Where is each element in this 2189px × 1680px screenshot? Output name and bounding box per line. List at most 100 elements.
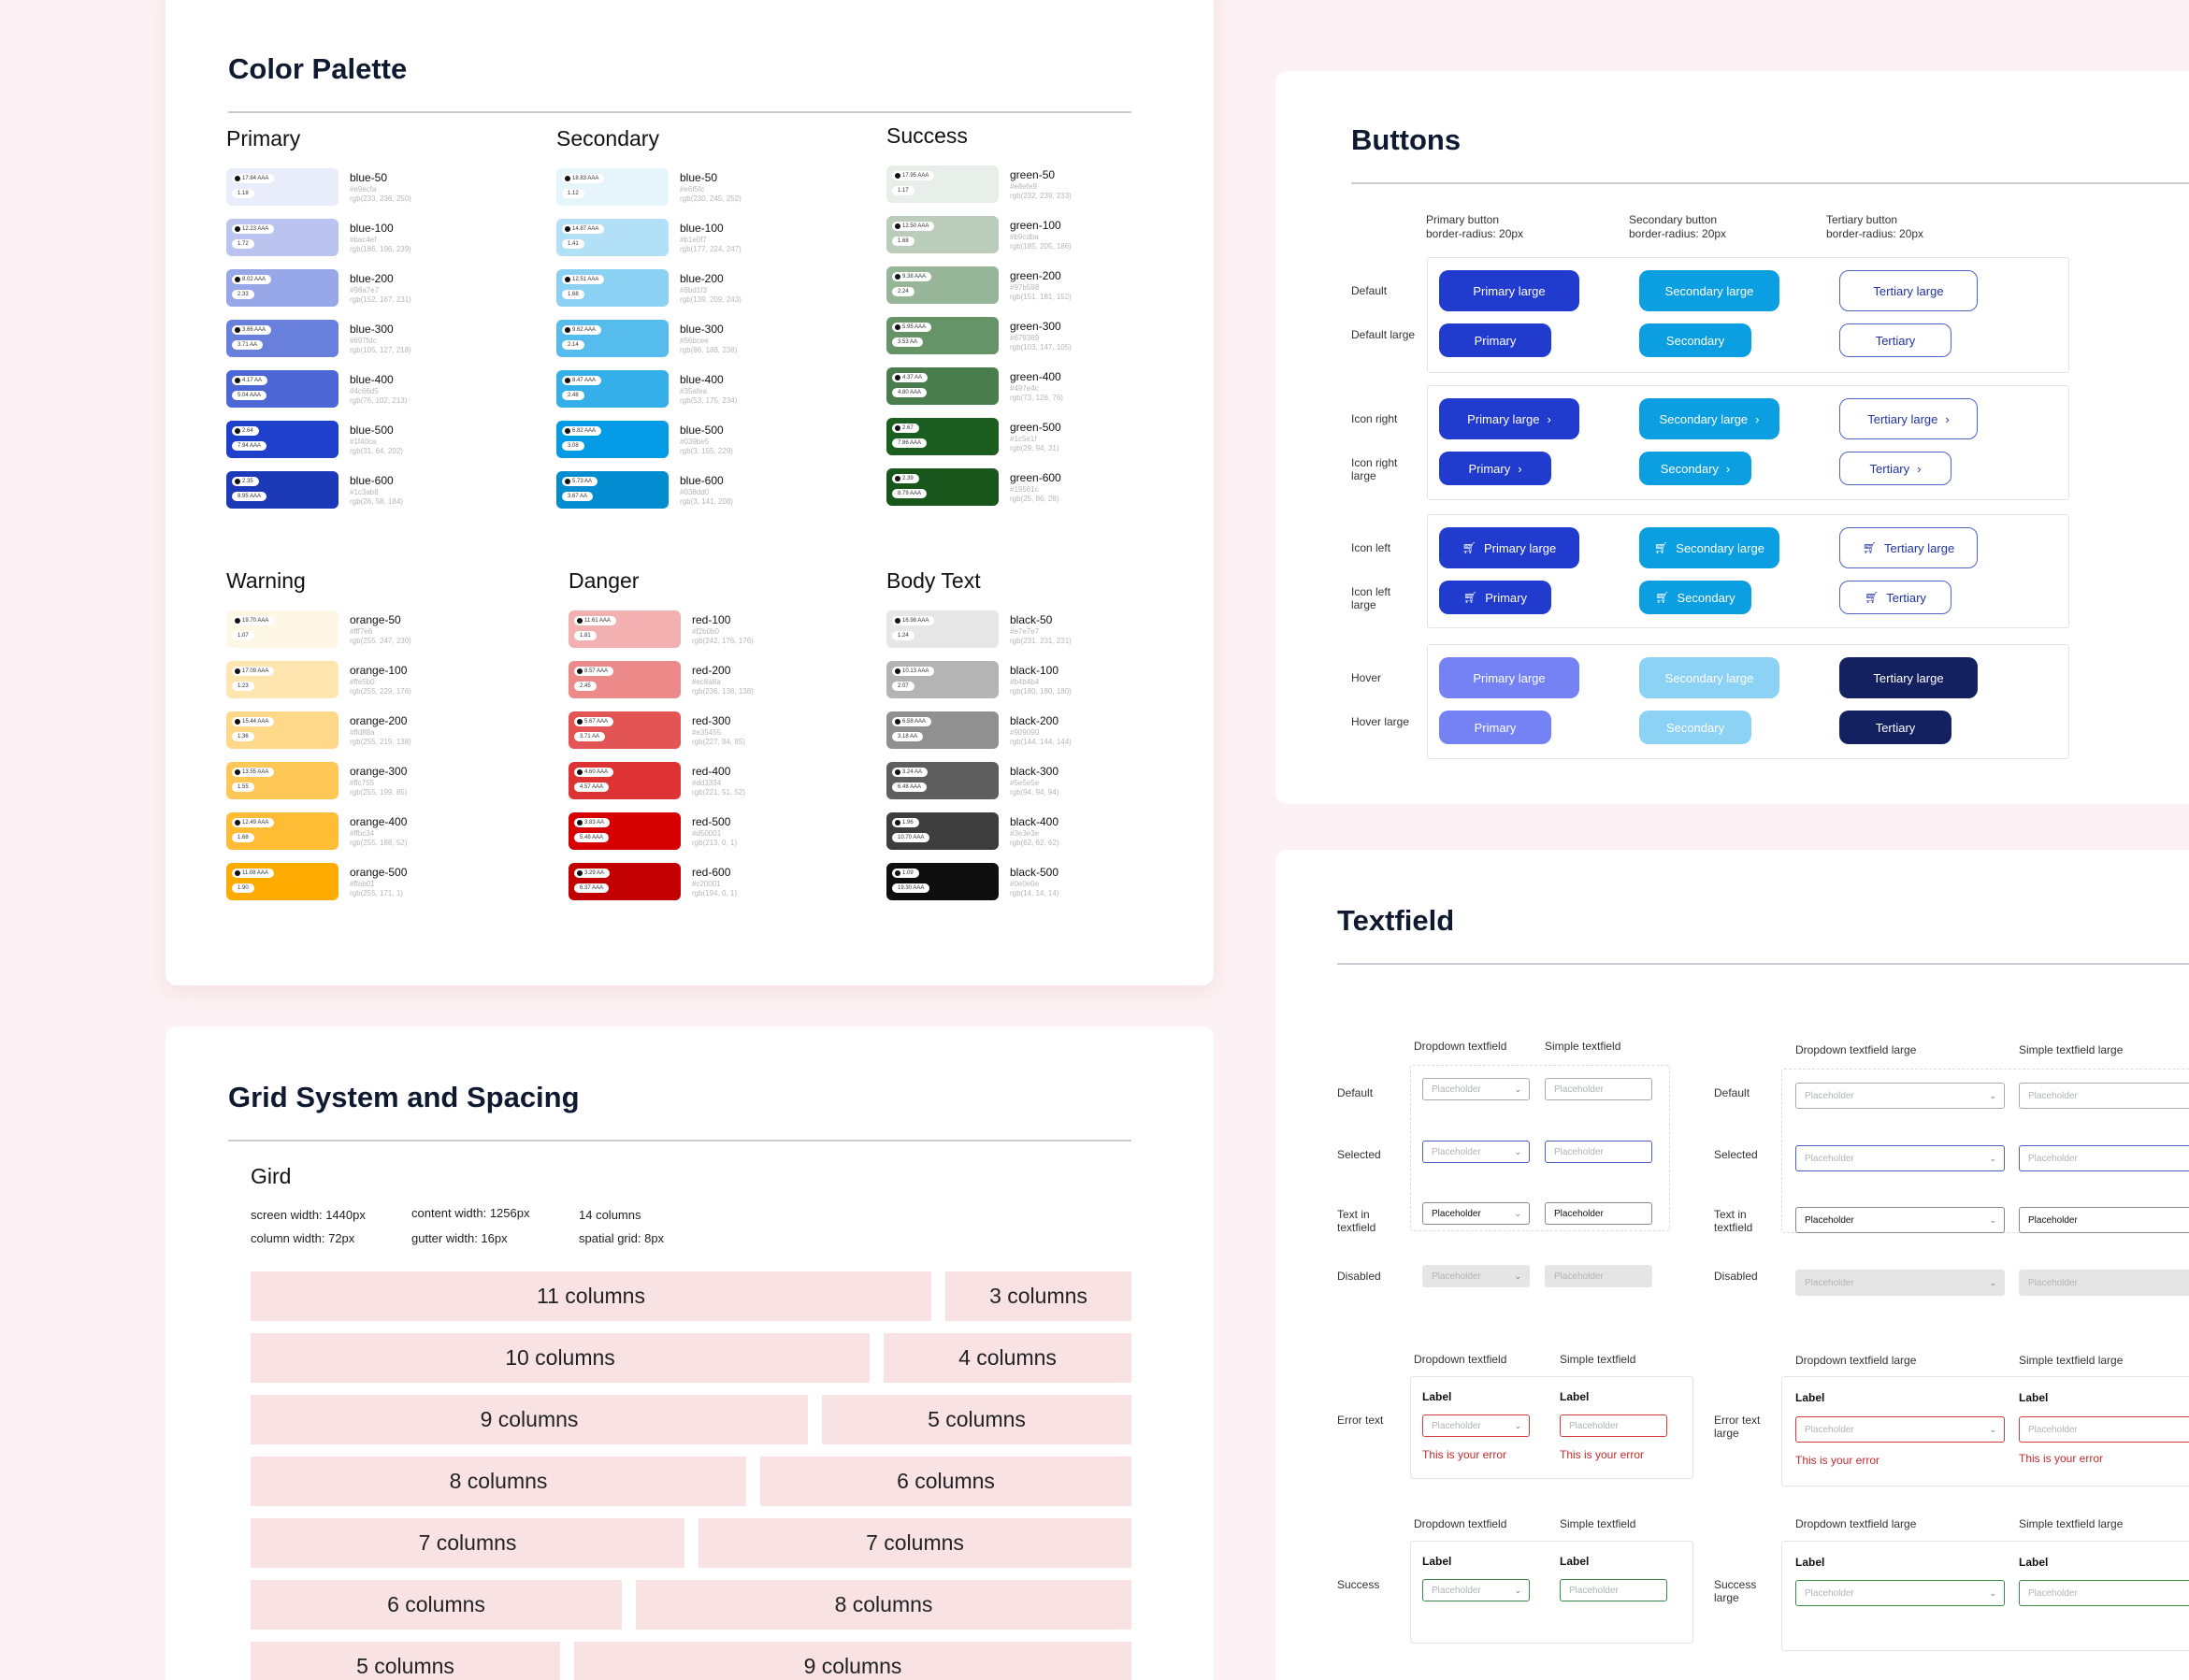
dropdown-success[interactable]: Placeholder ⌄ [1422, 1579, 1530, 1601]
chevron-down-icon: ⌄ [1514, 1208, 1521, 1218]
color-swatch[interactable]: 17.84 AAA 1.18 [226, 168, 338, 206]
color-swatch[interactable]: 8.47 AAA 2.48 [556, 370, 669, 408]
primary-large-button-hover[interactable]: Primary large [1439, 657, 1579, 698]
color-swatch[interactable]: 3.83 AA 5.48 AAA [569, 812, 681, 850]
color-swatch[interactable]: 18.83 AAA 1.12 [556, 168, 669, 206]
simple-text[interactable]: Placeholder [1545, 1202, 1652, 1225]
color-swatch[interactable]: 4.37 AA 4.80 AAA [886, 367, 999, 405]
secondary-button-icon-left[interactable]: 🛒︎ Secondary [1639, 581, 1751, 614]
dropdown-large-default[interactable]: Placeholder ⌄ [1795, 1083, 2005, 1109]
color-swatch[interactable]: 11.61 AAA 1.81 [569, 610, 681, 648]
color-swatch[interactable]: 17.09 AAA 1.23 [226, 661, 338, 698]
secondary-large-button-hover[interactable]: Secondary large [1639, 657, 1779, 698]
color-swatch[interactable]: 12.50 AAA 1.68 [886, 216, 999, 253]
color-swatch[interactable]: 13.55 AAA 1.55 [226, 762, 338, 799]
simple-large-success[interactable]: Placeholder [2019, 1580, 2189, 1606]
color-swatch[interactable]: 12.23 AAA 1.72 [226, 219, 338, 256]
tertiary-button-icon-right[interactable]: Tertiary › [1839, 452, 1951, 485]
primary-button-icon-right[interactable]: Primary › [1439, 452, 1551, 485]
color-swatch[interactable]: 12.49 AAA 1.68 [226, 812, 338, 850]
swatch-info: red-600 #c20001 rgb(194, 0, 1) [692, 866, 737, 898]
simple-error[interactable]: Placeholder [1560, 1414, 1667, 1437]
secondary-large-button[interactable]: Secondary large [1639, 270, 1779, 311]
color-swatch[interactable]: 17.95 AAA 1.17 [886, 165, 999, 203]
secondary-button-icon-right[interactable]: Secondary › [1639, 452, 1751, 485]
primary-large-button-icon-left[interactable]: 🛒︎ Primary large [1439, 527, 1579, 568]
color-swatch[interactable]: 15.44 AAA 1.36 [226, 711, 338, 749]
secondary-large-button-icon-right[interactable]: Secondary large › [1639, 398, 1779, 439]
contrast-badge: 2.48 [562, 391, 584, 400]
tertiary-button[interactable]: Tertiary [1839, 323, 1951, 357]
tertiary-button-icon-left[interactable]: 🛒︎ Tertiary [1839, 581, 1951, 614]
swatch-row: 11.08 AAA 1.90 orange-500 #ffab01 rgb(255, 1… [226, 856, 535, 907]
color-swatch[interactable]: 5.95 AAA 3.53 AA [886, 317, 999, 354]
color-swatch[interactable]: 12.51 AAA 1.68 [556, 269, 669, 307]
color-swatch[interactable]: 5.73 AA 3.67 AA [556, 471, 669, 509]
primary-button-icon-left[interactable]: 🛒︎ Primary [1439, 581, 1551, 614]
primary-large-button-icon-right[interactable]: Primary large › [1439, 398, 1579, 439]
simple-success[interactable]: Placeholder [1560, 1579, 1667, 1601]
primary-large-button[interactable]: Primary large [1439, 270, 1579, 311]
color-swatch[interactable]: 10.13 AAA 2.07 [886, 661, 999, 698]
contrast-badge: 2.64 [232, 426, 259, 436]
contrast-badge: 1.68 [232, 833, 254, 842]
dropdown-error[interactable]: Placeholder ⌄ [1422, 1414, 1530, 1437]
dropdown-default[interactable]: Placeholder ⌄ [1422, 1078, 1530, 1100]
dropdown-large-error[interactable]: Placeholder ⌄ [1795, 1416, 2005, 1443]
color-swatch[interactable]: 9.62 AAA 2.14 [556, 320, 669, 357]
color-swatch[interactable]: 8.57 AAA 2.45 [569, 661, 681, 698]
color-swatch[interactable]: 5.67 AAA 3.71 AA [569, 711, 681, 749]
simple-selected[interactable]: Placeholder [1545, 1141, 1652, 1163]
color-swatch[interactable]: 16.98 AAA 1.24 [886, 610, 999, 648]
secondary-large-button-icon-left[interactable]: 🛒︎ Secondary large [1639, 527, 1779, 568]
simple-default[interactable]: Placeholder [1545, 1078, 1652, 1100]
swatch-rgb: rgb(236, 138, 138) [692, 686, 754, 696]
color-swatch[interactable]: 2.64 7.94 AAA [226, 421, 338, 458]
color-swatch[interactable]: 1.96 10.70 AAA [886, 812, 999, 850]
color-swatch[interactable]: 2.67 7.86 AAA [886, 418, 999, 455]
simple-large-text[interactable]: Placeholder [2019, 1207, 2189, 1233]
contrast-badge: 12.50 AAA [892, 222, 935, 231]
secondary-button-hover[interactable]: Secondary [1639, 711, 1751, 744]
color-swatch[interactable]: 8.02 AAA 2.33 [226, 269, 338, 307]
chevron-right-icon: › [1917, 461, 1922, 476]
color-swatch[interactable]: 11.08 AAA 1.90 [226, 863, 338, 900]
state-label-text: Text in textfield [1337, 1208, 1376, 1235]
simple-large-error[interactable]: Placeholder [2019, 1416, 2189, 1443]
color-swatch[interactable]: 4.60 AAA 4.57 AAA [569, 762, 681, 799]
color-swatch[interactable]: 1.09 19.30 AAA [886, 863, 999, 900]
color-swatch[interactable]: 2.35 8.95 AAA [226, 471, 338, 509]
primary-button-hover[interactable]: Primary [1439, 711, 1551, 744]
tertiary-large-button-hover[interactable]: Tertiary large [1839, 657, 1978, 698]
chevron-down-icon: ⌄ [1514, 1271, 1521, 1281]
color-swatch[interactable]: 6.82 AAA 3.08 [556, 421, 669, 458]
color-swatch[interactable]: 2.39 8.79 AAA [886, 468, 999, 506]
color-swatch[interactable]: 19.70 AAA 1.07 [226, 610, 338, 648]
dropdown-text[interactable]: Placeholder ⌄ [1422, 1202, 1530, 1225]
color-swatch[interactable]: 3.24 AA 6.48 AAA [886, 762, 999, 799]
dropdown-large-disabled: Placeholder ⌄ [1795, 1270, 2005, 1296]
tertiary-large-button-icon-right[interactable]: Tertiary large › [1839, 398, 1978, 439]
tertiary-large-button-icon-left[interactable]: 🛒︎ Tertiary large [1839, 527, 1978, 568]
color-swatch[interactable]: 6.58 AAA 3.18 AA [886, 711, 999, 749]
chevron-down-icon: ⌄ [1989, 1277, 1996, 1287]
primary-button[interactable]: Primary [1439, 323, 1551, 357]
contrast-badge: 3.83 AA [574, 818, 611, 827]
secondary-button[interactable]: Secondary [1639, 323, 1751, 357]
color-swatch[interactable]: 3.29 AA 6.37 AAA [569, 863, 681, 900]
color-swatch[interactable]: 3.66 AAA 3.71 AA [226, 320, 338, 357]
simple-large-default[interactable]: Placeholder [2019, 1083, 2189, 1109]
contrast-badge: 12.49 AAA [232, 818, 275, 827]
dropdown-large-text[interactable]: Placeholder ⌄ [1795, 1207, 2005, 1233]
color-swatch[interactable]: 9.38 AAA 2.24 [886, 266, 999, 304]
tertiary-button-hover[interactable]: Tertiary [1839, 711, 1951, 744]
tertiary-large-button[interactable]: Tertiary large [1839, 270, 1978, 311]
color-swatch[interactable]: 4.17 AA 5.04 AAA [226, 370, 338, 408]
swatch-rgb: rgb(73, 126, 76) [1010, 393, 1063, 402]
dropdown-large-success[interactable]: Placeholder ⌄ [1795, 1580, 2005, 1606]
color-swatch[interactable]: 14.87 AAA 1.41 [556, 219, 669, 256]
dropdown-large-selected[interactable]: Placeholder ⌄ [1795, 1145, 2005, 1171]
dropdown-selected[interactable]: Placeholder ⌄ [1422, 1141, 1530, 1163]
simple-large-selected[interactable]: Placeholder [2019, 1145, 2189, 1171]
swatch-rgb: rgb(180, 180, 180) [1010, 686, 1072, 696]
